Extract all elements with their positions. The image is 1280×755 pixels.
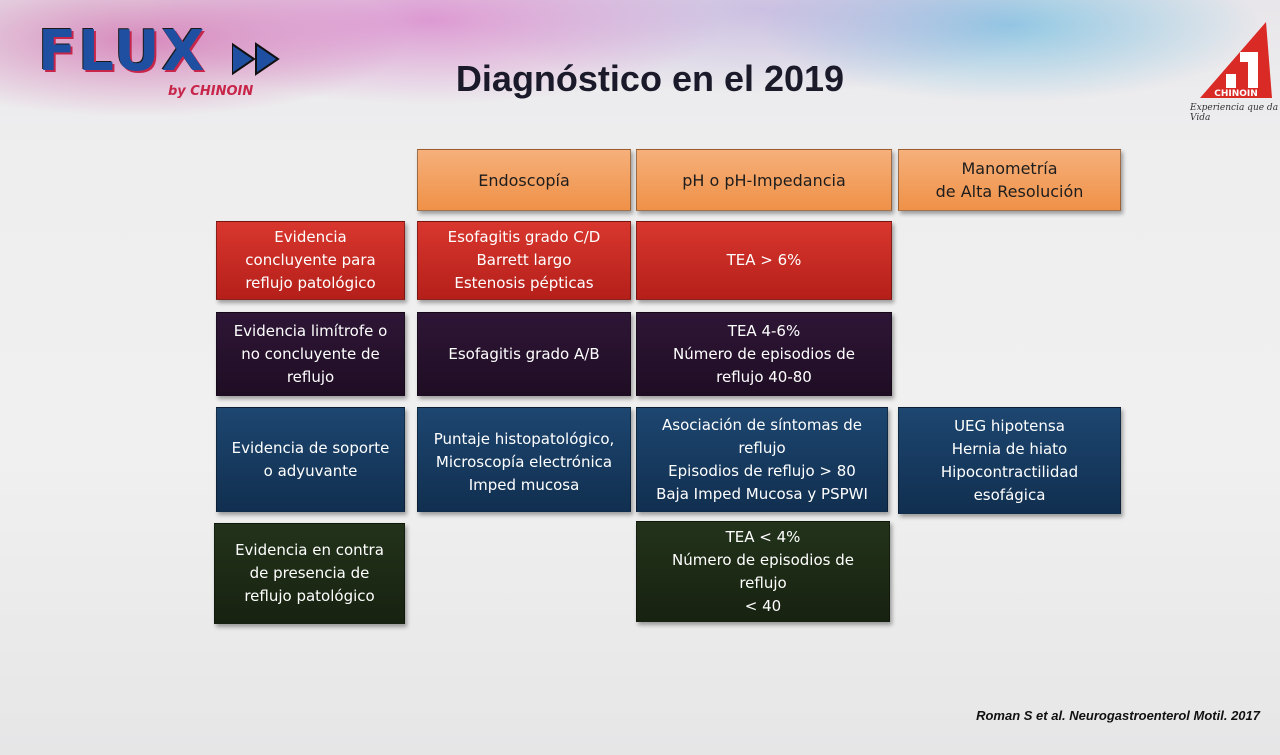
cell-line: UEG hipotensa [954,416,1065,435]
cell-line: concluyente para [245,251,376,269]
cell-line: Esofagitis grado A/B [448,344,600,363]
cell-line: reflujo [286,367,335,386]
chinoin-tagline: Experiencia que da Vida [1190,103,1279,123]
flux-logo-wordmark: FLUX [38,19,207,84]
slide-title: Diagnóstico en el 2019 [455,58,845,99]
chinoin-logo-name: CHINOIN [1214,89,1258,99]
cell-line: TEA < 4% [725,527,801,546]
cell-line: Hernia de hiato [951,439,1068,458]
cell-borderline-ph: TEA 4-6% Número de episodios de reflujo … [636,312,892,396]
fast-forward-icon [232,42,280,76]
chinoin-logo-icon: CHINOIN [1200,22,1272,99]
cell-line: reflujo 40-80 [716,367,812,386]
cell-supportive-endoscopia: Puntaje histopatológico, Microscopía ele… [417,407,631,512]
cell-line: Hipocontractilidad [940,462,1079,481]
cell-line: reflujo patológico [244,587,375,605]
header-manometria: Manometría de Alta Resolución [898,149,1121,211]
row-label-supportive: Evidencia de soporte o adyuvante [216,407,405,512]
cell-borderline-endoscopia: Esofagitis grado A/B [417,312,631,396]
cell-line: Microscopía electrónica [435,453,613,471]
cell-conclusive-ph: TEA > 6% [636,221,892,300]
cell-line: reflujo [738,438,786,457]
cell-line: Evidencia de soporte [231,438,390,457]
cell-line: TEA 4-6% [727,321,801,340]
cell-line: no concluyente de [241,344,380,363]
flux-logo: FLUX by CHINOIN [38,19,280,102]
cell-line: < 40 [744,596,782,615]
cell-line: TEA > 6% [726,251,802,269]
cell-line: Evidencia [274,228,347,246]
cell-line: esofágica [973,485,1046,504]
cell-conclusive-endoscopia: Esofagitis grado C/D Barrett largo Esten… [417,221,631,300]
cell-line: Baja Imped Mucosa y PSPWI [656,484,868,503]
cell-supportive-ph: Asociación de síntomas de reflujo Episod… [636,407,888,512]
row-label-conclusive: Evidencia concluyente para reflujo patol… [216,221,405,300]
cell-line: reflujo [739,573,787,592]
cell-line: de presencia de [249,564,370,582]
header-ph-impedancia: pH o pH-Impedancia [636,149,892,211]
cell-line: Evidencia limítrofe o [233,321,388,340]
cell-line: reflujo patológico [245,274,376,292]
cell-line: Esofagitis grado C/D [447,228,601,246]
cell-line: Episodios de reflujo > 80 [668,461,856,480]
row-label-borderline: Evidencia limítrofe o no concluyente de … [216,312,405,396]
cell-line: Número de episodios de [673,344,855,363]
cell-line: Estenosis pépticas [454,274,594,292]
row-label-against: Evidencia en contra de presencia de refl… [214,523,405,624]
citation: Roman S et al. Neurogastroenterol Motil.… [976,708,1260,723]
header-line: pH o pH-Impedancia [682,170,846,190]
cell-against-ph: TEA < 4% Número de episodios de reflujo … [636,521,890,622]
cell-line: Evidencia en contra [235,541,384,559]
cell-line: Puntaje histopatológico, [433,430,615,448]
cell-line: Imped mucosa [468,476,580,494]
cell-supportive-manometria: UEG hipotensa Hernia de hiato Hipocontra… [898,407,1121,514]
cell-line: Asociación de síntomas de [662,415,862,434]
header-line: Endoscopía [478,170,570,190]
cell-line: Número de episodios de [672,550,854,569]
header-line: Manometría [961,159,1058,178]
header-line: de Alta Resolución [935,182,1084,201]
cell-line: o adyuvante [263,461,358,480]
flux-logo-byline: by CHINOIN [168,84,254,99]
header-endoscopia: Endoscopía [417,149,631,211]
cell-line: Barrett largo [476,251,572,269]
